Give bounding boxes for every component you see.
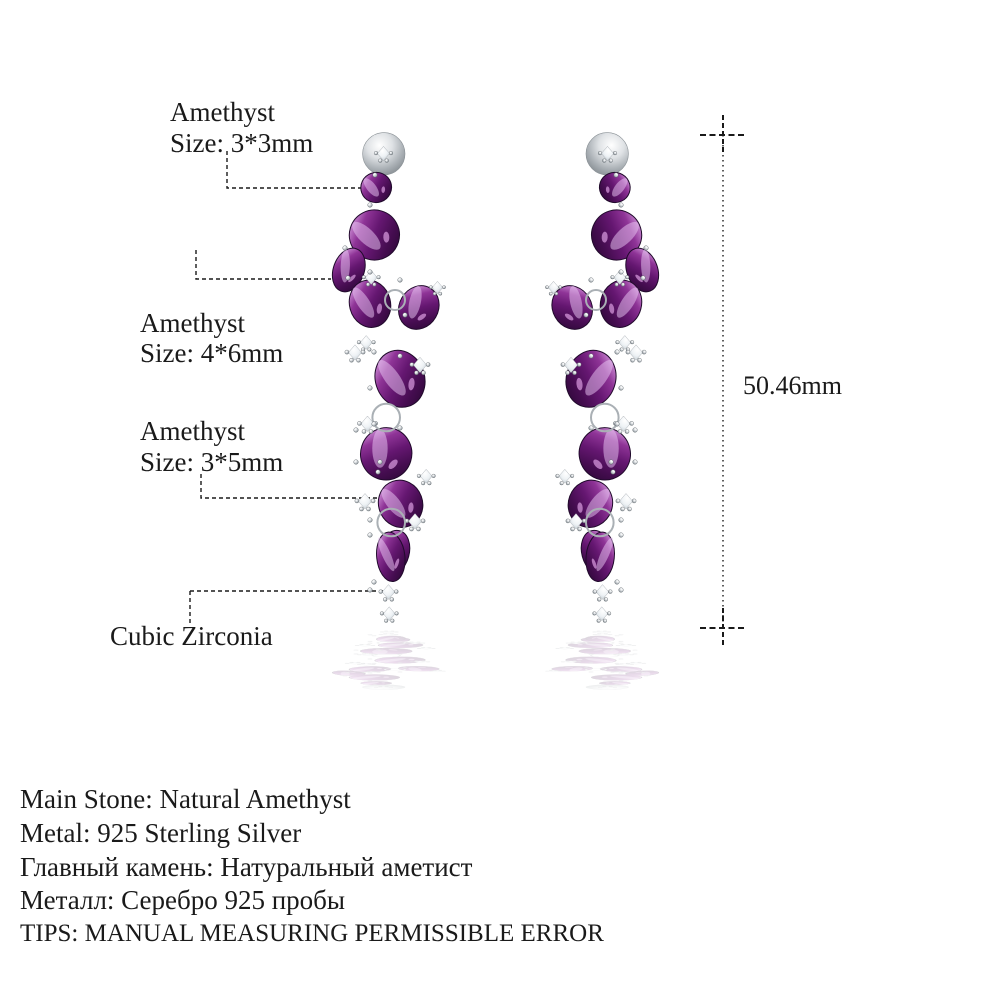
svg-text:TIPS: MANUAL MEASURING PERMISS: TIPS: MANUAL MEASURING PERMISSIBLE ERROR — [20, 920, 604, 947]
svg-text:Main Stone: Natural Amethyst: Main Stone: Natural Amethyst — [20, 784, 351, 814]
svg-text:Metal: 925 Sterling Silver: Metal: 925 Sterling Silver — [20, 818, 301, 848]
svg-text:Amethyst: Amethyst — [140, 308, 245, 338]
svg-text:Cubic Zirconia: Cubic Zirconia — [110, 621, 273, 651]
svg-text:Size: 3*5mm: Size: 3*5mm — [140, 447, 283, 477]
svg-text:Главный камень: Натуральный ам: Главный камень: Натуральный аметист — [20, 852, 473, 882]
svg-text:Amethyst: Amethyst — [140, 416, 245, 446]
svg-text:Size: 4*6mm: Size: 4*6mm — [140, 338, 283, 368]
svg-text:Металл: Серебро 925 пробы: Металл: Серебро 925 пробы — [20, 885, 345, 915]
svg-text:50.46mm: 50.46mm — [743, 371, 842, 400]
svg-text:Amethyst: Amethyst — [170, 97, 275, 127]
svg-text:Size: 3*3mm: Size: 3*3mm — [170, 128, 313, 158]
